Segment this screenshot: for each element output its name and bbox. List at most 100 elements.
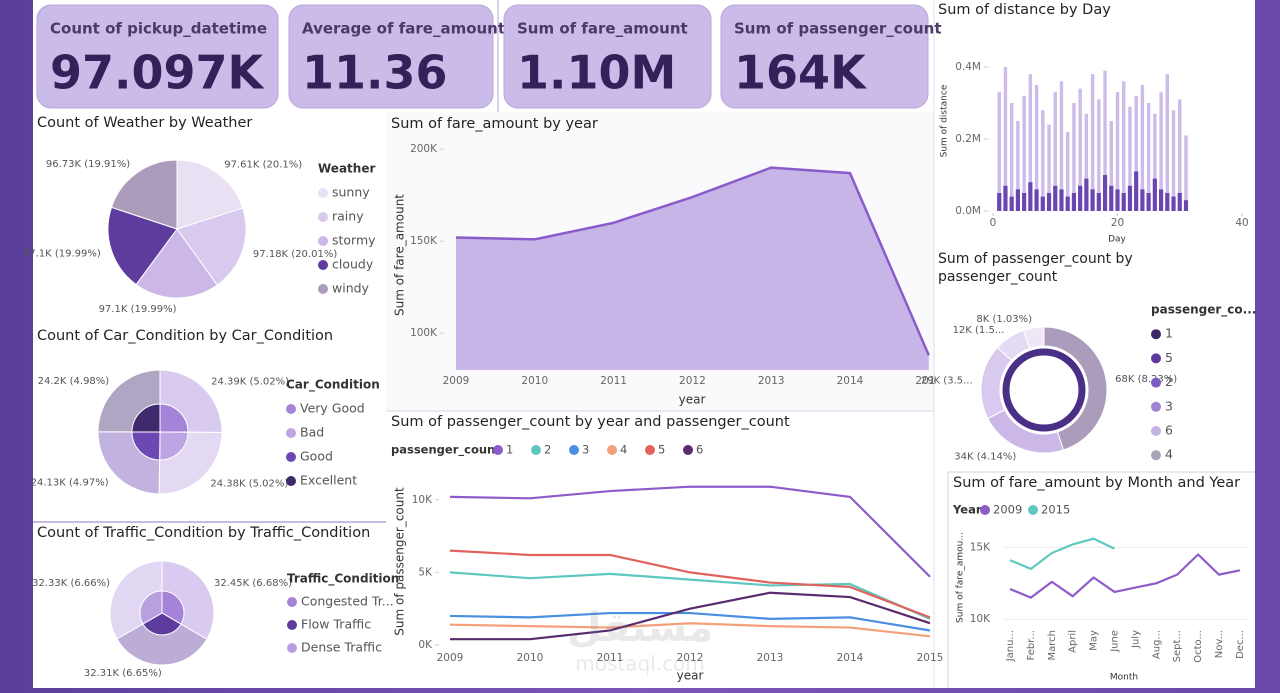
x-axis-title: year	[677, 669, 704, 683]
y-axis-title: Sum of fare_amount	[393, 194, 407, 316]
bar	[1071, 193, 1077, 211]
x-tick-label: Sept...	[1172, 630, 1183, 662]
bar	[1146, 193, 1151, 211]
chart-title: Count of Traffic_Condition by Traffic_Co…	[37, 525, 370, 541]
legend-marker	[286, 428, 296, 438]
chart-title: Count of Car_Condition by Car_Condition	[37, 328, 333, 344]
legend-title: Weather	[318, 162, 375, 176]
line	[450, 591, 931, 641]
chart-title: Sum of distance by Day	[938, 2, 1111, 18]
bar	[1097, 99, 1101, 211]
x-tick-label: 2011	[600, 375, 627, 387]
bar	[1109, 121, 1113, 211]
bar	[1159, 92, 1163, 211]
bar	[1177, 193, 1182, 211]
data-label: 97.18K (20.01%)	[253, 249, 337, 260]
bar	[1102, 175, 1108, 211]
bar	[1009, 103, 1014, 211]
bar	[1096, 193, 1101, 211]
y-tick-label: 15K	[970, 541, 991, 553]
pie-slice-inner	[159, 403, 189, 433]
bar	[1184, 135, 1188, 211]
bar	[1152, 178, 1157, 211]
legend-marker	[1151, 329, 1161, 340]
bar	[1022, 193, 1027, 211]
bar	[1028, 182, 1033, 211]
data-label: 12K (1.5...	[953, 325, 1005, 336]
legend-label: 2015	[1041, 503, 1070, 517]
legend-marker	[286, 476, 296, 486]
y-axis-title: Sum of fare_amou...	[956, 532, 966, 623]
legend-marker	[318, 260, 328, 270]
bar	[1003, 67, 1008, 211]
line	[449, 549, 931, 619]
bar	[1171, 110, 1176, 211]
bar	[1003, 185, 1008, 211]
bar	[1059, 81, 1064, 212]
bar	[1090, 74, 1095, 211]
bar	[1078, 88, 1082, 211]
bar	[1046, 193, 1052, 211]
x-tick-label: Febr...	[1026, 630, 1037, 660]
bar	[997, 92, 1001, 211]
legend-title: Car_Condition	[286, 378, 380, 393]
chart-title: Sum of fare_amount by Month and Year	[953, 475, 1240, 491]
x-tick-label: 2015	[917, 652, 944, 664]
legend-label: 3	[1165, 398, 1173, 413]
x-tick-label: 0	[990, 217, 997, 229]
x-tick-label: 2015	[915, 375, 942, 387]
x-tick-label: 2011	[597, 652, 624, 664]
bar	[1059, 189, 1064, 211]
bar	[1140, 189, 1145, 211]
pie-slice-inner	[131, 403, 161, 433]
x-tick-label: 2010	[521, 375, 548, 387]
legend-label: 5	[658, 443, 665, 457]
bar	[1127, 185, 1133, 211]
watermark-latin: mostaql.com	[575, 652, 705, 676]
x-tick-label: 2014	[837, 652, 864, 664]
pie-slice	[176, 207, 247, 286]
bar	[1053, 92, 1057, 211]
kpi-label: Count of pickup_datetime	[50, 20, 267, 38]
chart-title: Sum of passenger_count by passenger_coun…	[938, 251, 1133, 285]
x-tick-label: March	[1047, 630, 1058, 660]
y-tick-label: 0.2M	[955, 133, 981, 145]
data-label: 32.33K (6.66%)	[32, 578, 110, 589]
kpi-value: 164K	[734, 46, 868, 100]
legend-label: 4	[620, 443, 627, 457]
legend-marker	[1151, 450, 1161, 461]
line	[1009, 552, 1241, 599]
bar	[1171, 196, 1176, 211]
pie-slice-inner	[131, 431, 161, 461]
x-axis-title: year	[679, 393, 706, 407]
x-tick-label: Janu...	[1005, 630, 1016, 662]
y-tick-label: 5K	[418, 566, 433, 578]
y-tick-label: 200K	[410, 143, 438, 155]
legend-label: 2009	[993, 503, 1022, 517]
legend-label: Excellent	[300, 473, 357, 488]
bar	[997, 193, 1002, 211]
x-tick-label: Aug...	[1151, 630, 1162, 659]
legend-marker	[287, 643, 297, 653]
pie-slice-inner	[159, 431, 189, 461]
legend-label: 3	[582, 443, 589, 457]
legend-marker	[318, 188, 328, 198]
bar	[1183, 200, 1189, 211]
x-axis-title: Day	[1108, 235, 1126, 245]
bar	[1115, 92, 1120, 211]
bar	[1115, 189, 1120, 211]
y-tick-label: 0K	[418, 639, 433, 651]
line	[1009, 537, 1115, 571]
data-label: 32.45K (6.68%)	[214, 578, 292, 589]
pie-slice	[110, 159, 178, 230]
legend-marker	[531, 445, 541, 455]
kpi-label: Sum of passenger_count	[734, 20, 942, 38]
data-label: 8K (1.03%)	[976, 314, 1032, 325]
legend-label: 4	[1165, 447, 1173, 462]
legend-marker	[287, 620, 297, 630]
y-tick-label: 10K	[412, 494, 433, 506]
legend-marker	[318, 212, 328, 222]
kpi-card	[720, 4, 929, 109]
pie-slice	[135, 228, 218, 299]
data-label: 24.38K (5.02%)	[210, 478, 288, 489]
